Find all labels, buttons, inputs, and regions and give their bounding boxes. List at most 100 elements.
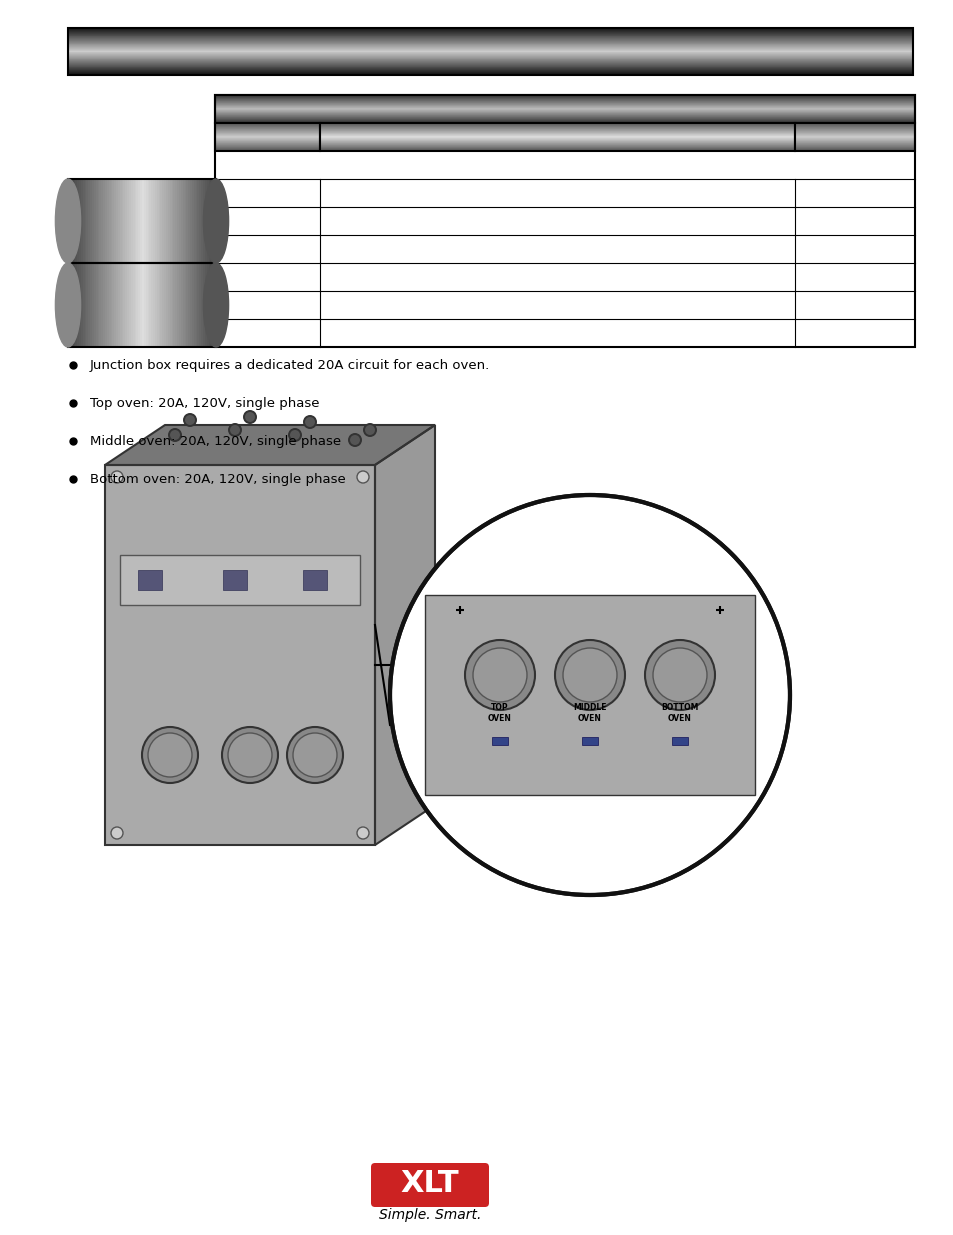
Bar: [131, 179, 133, 263]
Text: Bottom oven: 20A, 120V, single phase: Bottom oven: 20A, 120V, single phase: [90, 473, 345, 485]
Polygon shape: [105, 425, 435, 466]
Circle shape: [652, 648, 706, 701]
Bar: [91, 179, 94, 263]
Bar: [97, 263, 100, 347]
Bar: [97, 179, 100, 263]
Bar: [68, 179, 71, 263]
Bar: [170, 263, 172, 347]
Bar: [150, 179, 152, 263]
Bar: [195, 263, 198, 347]
Bar: [181, 179, 183, 263]
Bar: [213, 263, 214, 347]
Bar: [184, 263, 187, 347]
Circle shape: [290, 430, 299, 440]
Bar: [111, 179, 112, 263]
Bar: [95, 179, 98, 263]
Bar: [199, 179, 201, 263]
Bar: [166, 263, 169, 347]
Bar: [214, 235, 914, 263]
Bar: [214, 95, 914, 347]
Bar: [162, 263, 165, 347]
Bar: [192, 179, 194, 263]
Circle shape: [555, 640, 624, 710]
Circle shape: [356, 827, 369, 839]
Circle shape: [243, 410, 256, 424]
Bar: [101, 263, 104, 347]
Bar: [172, 263, 173, 347]
Bar: [168, 263, 170, 347]
Bar: [205, 263, 207, 347]
Bar: [190, 179, 193, 263]
Circle shape: [305, 417, 314, 427]
Bar: [81, 179, 83, 263]
Bar: [123, 179, 126, 263]
Bar: [91, 263, 92, 347]
Bar: [73, 179, 76, 263]
Bar: [170, 179, 172, 263]
Text: Middle oven: 20A, 120V, single phase: Middle oven: 20A, 120V, single phase: [90, 435, 341, 447]
Bar: [134, 179, 137, 263]
Bar: [168, 179, 170, 263]
Bar: [148, 179, 150, 263]
Bar: [111, 263, 112, 347]
Bar: [209, 263, 211, 347]
Polygon shape: [375, 425, 435, 845]
Bar: [107, 263, 109, 347]
Bar: [223, 571, 247, 590]
Bar: [154, 263, 157, 347]
Bar: [197, 179, 199, 263]
Bar: [166, 179, 169, 263]
Circle shape: [350, 435, 359, 445]
Bar: [160, 263, 163, 347]
Circle shape: [142, 727, 198, 783]
Ellipse shape: [55, 263, 80, 347]
Bar: [303, 571, 327, 590]
Circle shape: [562, 648, 617, 701]
Circle shape: [228, 734, 272, 777]
Bar: [81, 263, 83, 347]
Circle shape: [464, 640, 535, 710]
Bar: [107, 179, 109, 263]
Bar: [188, 179, 191, 263]
Bar: [73, 263, 76, 347]
Bar: [214, 179, 914, 207]
Bar: [186, 179, 189, 263]
Bar: [83, 263, 85, 347]
Bar: [144, 179, 146, 263]
Bar: [201, 263, 203, 347]
Bar: [214, 319, 914, 347]
Bar: [68, 28, 912, 75]
Text: MIDDLE
OVEN: MIDDLE OVEN: [573, 703, 606, 722]
Bar: [112, 263, 114, 347]
Bar: [75, 263, 77, 347]
Bar: [207, 263, 209, 347]
Bar: [68, 263, 71, 347]
Bar: [207, 179, 209, 263]
Circle shape: [473, 648, 526, 701]
Bar: [203, 179, 205, 263]
Bar: [91, 263, 94, 347]
Bar: [150, 263, 152, 347]
Bar: [142, 263, 144, 347]
Bar: [125, 179, 128, 263]
Bar: [136, 179, 138, 263]
Bar: [70, 263, 72, 347]
Bar: [77, 179, 79, 263]
Ellipse shape: [203, 263, 229, 347]
Bar: [89, 263, 91, 347]
Bar: [140, 179, 142, 263]
Bar: [132, 263, 135, 347]
Bar: [188, 263, 191, 347]
Circle shape: [183, 412, 196, 427]
Bar: [152, 263, 153, 347]
Circle shape: [148, 734, 192, 777]
Bar: [112, 179, 114, 263]
Bar: [105, 263, 108, 347]
Text: TOP
OVEN: TOP OVEN: [488, 703, 512, 722]
Circle shape: [288, 429, 302, 442]
Text: BOTTOM
OVEN: BOTTOM OVEN: [660, 703, 698, 722]
Bar: [103, 263, 106, 347]
Bar: [142, 179, 144, 263]
Circle shape: [293, 734, 336, 777]
Circle shape: [287, 727, 343, 783]
